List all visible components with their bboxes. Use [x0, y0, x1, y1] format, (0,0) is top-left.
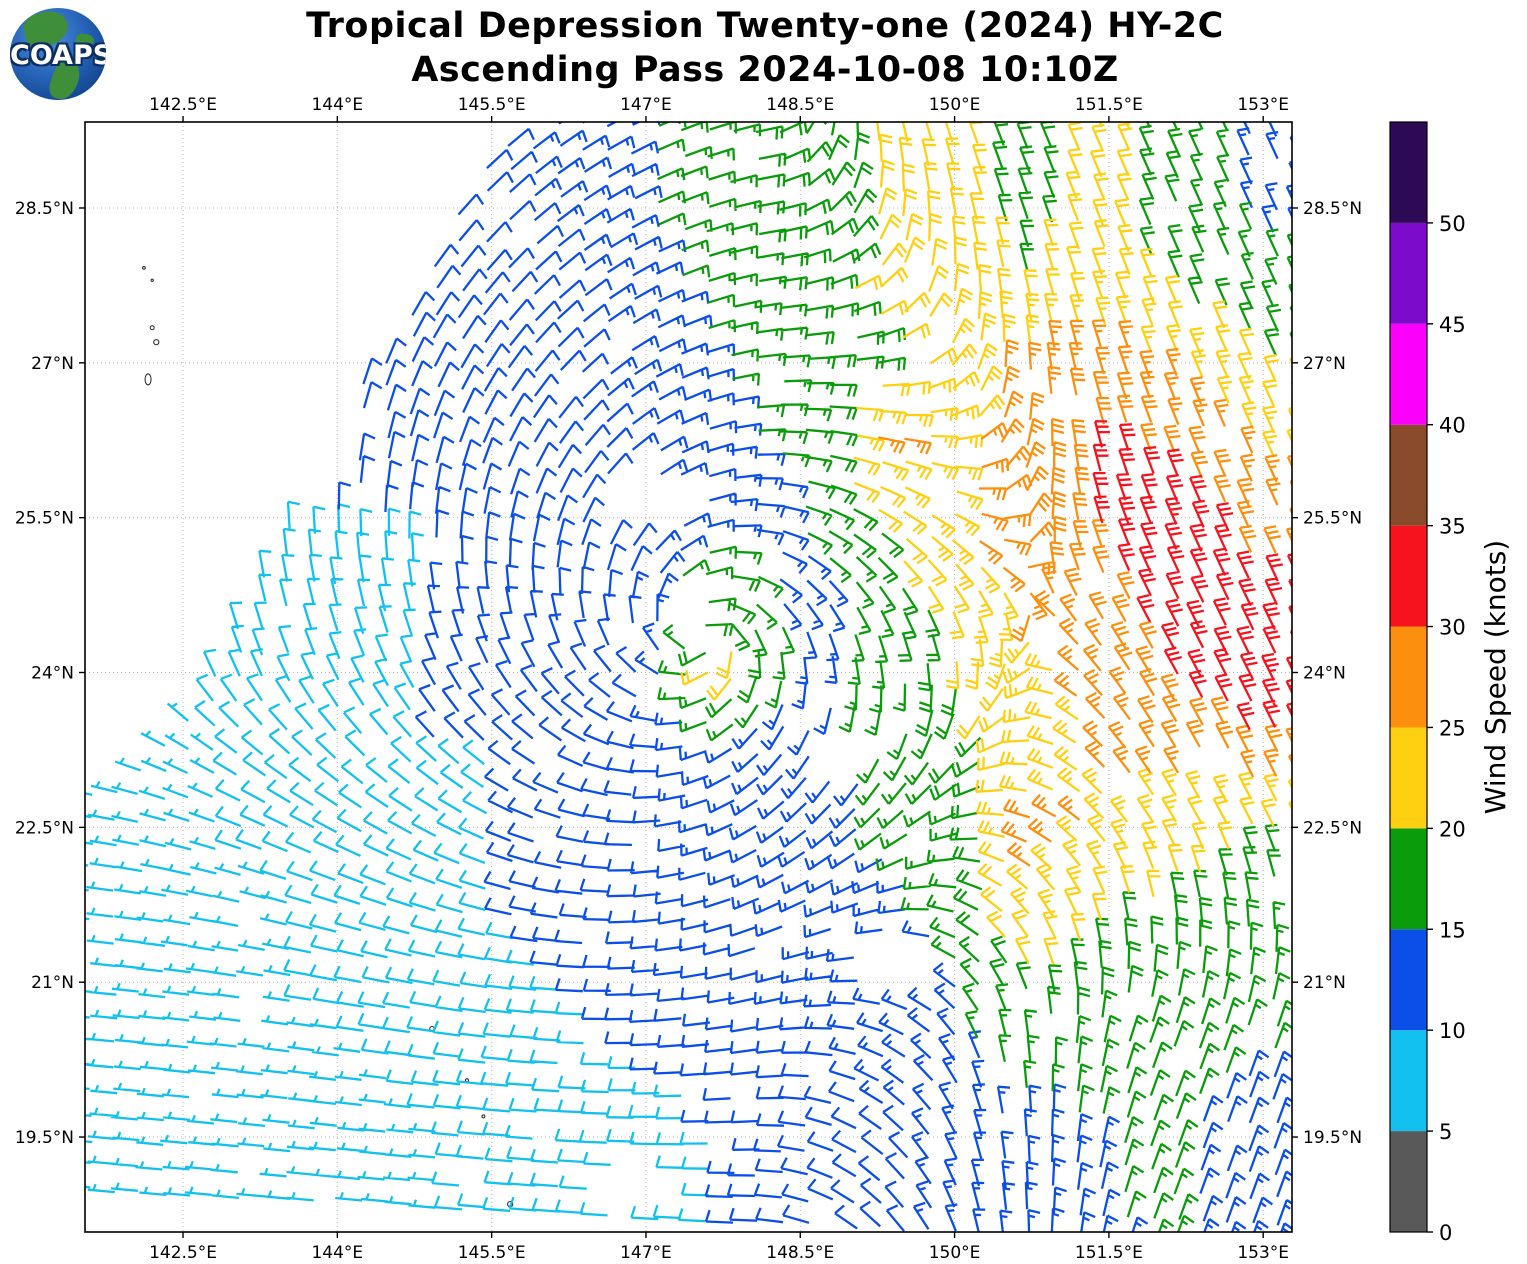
colorbar-segment	[1390, 626, 1427, 728]
colorbar-tick-label: 50	[1439, 212, 1466, 236]
figure-title-block: Tropical Depression Twenty-one (2024) HY…	[130, 4, 1400, 92]
colorbar-frame	[1389, 121, 1428, 1233]
lat-tick-label-left: 19.5°N	[15, 1128, 74, 1148]
colorbar-segment	[1390, 424, 1427, 526]
lat-tick-label-right: 28.5°N	[1303, 199, 1362, 219]
figure-title: Tropical Depression Twenty-one (2024) HY…	[306, 6, 1224, 46]
lon-tick-label-bottom: 147°E	[620, 1243, 672, 1263]
colorbar-segment	[1390, 929, 1427, 1031]
lon-tick-label-top: 147°E	[620, 95, 672, 115]
island-outline	[481, 1114, 486, 1119]
colorbar-segment	[1390, 122, 1427, 223]
colorbar-tick-label: 5	[1439, 1120, 1452, 1144]
lat-tick-label-left: 24°N	[31, 664, 74, 684]
map-frame	[84, 121, 1293, 1233]
lat-tick-label-right: 27°N	[1303, 354, 1346, 374]
lat-tick-label-right: 22.5°N	[1303, 818, 1362, 838]
colorbar-segment	[1390, 525, 1427, 627]
island-outline	[150, 278, 154, 282]
colorbar-tick-label: 25	[1439, 716, 1466, 740]
lon-tick-label-bottom: 150°E	[929, 1243, 981, 1263]
colorbar-axis-label: Wind Speed (knots)	[1479, 540, 1512, 814]
colorbar: 0 5 10 15 20 25 30 35 40 45 50 Wind Speed (knots)	[1389, 121, 1512, 1245]
lat-tick-label-left: 22.5°N	[15, 818, 74, 838]
lon-tick-label-bottom: 153°E	[1237, 1243, 1289, 1263]
wind-barbs-layer	[85, 122, 1292, 1232]
lat-tick-label-left: 28.5°N	[15, 199, 74, 219]
lon-tick-label-top: 153°E	[1237, 95, 1289, 115]
colorbar-tick-label: 20	[1439, 817, 1466, 841]
wind-barb-group	[877, 319, 1292, 867]
island-outline	[142, 265, 146, 270]
colorbar-segment	[1390, 323, 1427, 425]
island-outline	[149, 325, 155, 331]
island-outline	[144, 373, 152, 386]
axis-layer: 142.5°E 142.5°E 144°E 144°E 145.5°E 145.5°E 14…	[15, 95, 1362, 1263]
lon-tick-label-top: 142.5°E	[149, 95, 217, 115]
lon-tick-label-top: 144°E	[311, 95, 363, 115]
colorbar-tick-label: 15	[1439, 918, 1466, 942]
lat-tick-label-left: 27°N	[31, 354, 74, 374]
lon-tick-label-top: 145.5°E	[458, 95, 526, 115]
coaps-logo: COAPS	[10, 8, 106, 100]
lat-tick-label-right: 24°N	[1303, 664, 1346, 684]
lon-tick-label-bottom: 151.5°E	[1075, 1243, 1143, 1263]
lat-tick-label-left: 21°N	[31, 973, 74, 993]
lon-tick-label-top: 148.5°E	[766, 95, 834, 115]
wind-barb-group	[680, 122, 1292, 965]
lon-tick-label-bottom: 144°E	[311, 1243, 363, 1263]
wind-barb-group	[85, 500, 710, 1223]
lat-tick-label-right: 25.5°N	[1303, 509, 1362, 529]
colorbar-tick-label: 35	[1439, 515, 1466, 539]
lon-tick-label-bottom: 145.5°E	[458, 1243, 526, 1263]
colorbar-tick-label: 10	[1439, 1019, 1466, 1043]
colorbar-segment	[1390, 1030, 1427, 1132]
lon-tick-label-bottom: 142.5°E	[149, 1243, 217, 1263]
logo-text: COAPS	[10, 40, 106, 71]
colorbar-tick-label: 40	[1439, 414, 1466, 438]
wind-barb-group	[1092, 420, 1292, 731]
lat-tick-label-left: 25.5°N	[15, 509, 74, 529]
colorbar-segment	[1390, 1131, 1427, 1232]
colorbar-tick-label: 45	[1439, 313, 1466, 337]
colorbar-segment	[1390, 828, 1427, 930]
lon-tick-label-bottom: 148.5°E	[766, 1243, 834, 1263]
wind-barb-group	[337, 122, 1292, 1232]
lon-tick-label-top: 150°E	[929, 95, 981, 115]
colorbar-segment	[1390, 727, 1427, 829]
lat-tick-label-right: 21°N	[1303, 973, 1346, 993]
colorbar-segment	[1390, 222, 1427, 324]
island-outline	[153, 339, 160, 346]
figure-subtitle: Ascending Pass 2024-10-08 10:10Z	[411, 50, 1119, 90]
lon-tick-label-top: 151.5°E	[1075, 95, 1143, 115]
colorbar-tick-label: 0	[1439, 1221, 1452, 1245]
wind-barb-group	[657, 122, 1292, 1232]
colorbar-tick-label: 30	[1439, 616, 1466, 640]
lat-tick-label-right: 19.5°N	[1303, 1128, 1362, 1148]
